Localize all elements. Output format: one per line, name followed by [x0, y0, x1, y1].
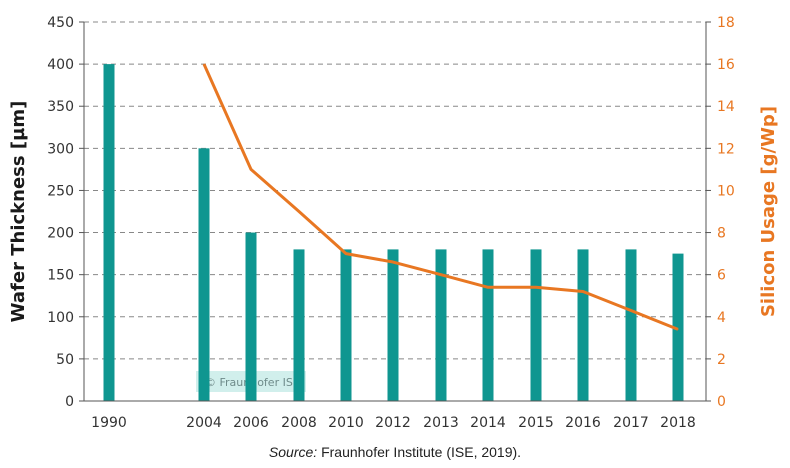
- right-tick-label: 14: [717, 99, 735, 115]
- x-tick-label: 2015: [518, 415, 554, 431]
- left-tick-label: 300: [47, 141, 74, 157]
- line-point: [298, 211, 300, 212]
- x-tick-label: 2016: [565, 415, 601, 431]
- x-tick-label: 2008: [281, 415, 317, 431]
- bar: [198, 148, 210, 401]
- bar: [530, 249, 542, 401]
- line-point: [582, 291, 584, 293]
- y2-axis-label: Silicon Usage [g/Wp]: [758, 106, 779, 317]
- bar: [625, 249, 637, 401]
- right-tick-label: 12: [717, 141, 735, 157]
- left-axis: 0 50 100 150 200 250 300 350 400 450: [47, 15, 85, 410]
- line-point: [677, 328, 679, 330]
- x-tick-label: 2006: [233, 415, 269, 431]
- x-tick-label: 2010: [328, 415, 364, 431]
- bar: [435, 249, 447, 401]
- source-caption: Source: Fraunhofer Institute (ISE, 2019)…: [0, 444, 790, 460]
- x-tick-label: 2013: [423, 415, 459, 431]
- left-tick-label: 0: [65, 394, 74, 410]
- line-point: [630, 309, 632, 311]
- bar: [103, 64, 115, 401]
- line-series: [202, 63, 679, 331]
- bar-series: [103, 64, 684, 401]
- source-text: Fraunhofer Institute (ISE, 2019).: [321, 444, 522, 460]
- right-tick-label: 2: [717, 352, 726, 368]
- left-tick-label: 350: [47, 99, 74, 115]
- bar: [387, 249, 399, 401]
- right-tick-label: 4: [717, 310, 726, 326]
- x-tick-label: 2004: [186, 415, 222, 431]
- left-tick-label: 50: [56, 352, 74, 368]
- x-tick-label: 2017: [613, 415, 649, 431]
- line-point: [535, 286, 537, 288]
- x-tick-label: 1990: [91, 415, 127, 431]
- bar: [672, 253, 684, 401]
- left-tick-label: 250: [47, 183, 74, 199]
- line-point: [440, 274, 442, 276]
- left-tick-label: 200: [47, 226, 74, 242]
- source-label: Source:: [268, 444, 318, 460]
- right-tick-label: 8: [717, 226, 726, 242]
- x-tick-label: 2012: [375, 415, 411, 431]
- left-tick-label: 100: [47, 310, 74, 326]
- right-axis: 0 2 4 6 8 10 12 14 16 18: [705, 15, 735, 410]
- right-tick-label: 18: [717, 15, 735, 31]
- left-tick-label: 150: [47, 268, 74, 284]
- chart: © Fraunhofer ISE 05010015020025030035040…: [8, 15, 779, 431]
- line-point: [345, 253, 347, 255]
- x-tick-label: 2018: [660, 415, 696, 431]
- x-tick-label: 2014: [470, 415, 506, 431]
- left-tick-label: 450: [47, 15, 74, 31]
- line-point: [392, 261, 394, 263]
- line-point: [250, 168, 252, 170]
- right-tick-label: 16: [717, 57, 735, 73]
- bar: [245, 232, 257, 401]
- left-tick-label: 400: [47, 57, 74, 73]
- line-point: [487, 286, 489, 288]
- bar: [577, 249, 589, 401]
- line-point: [203, 63, 205, 65]
- bar: [482, 249, 494, 401]
- right-tick-label: 6: [717, 268, 726, 284]
- bar: [340, 249, 352, 401]
- x-axis: 1990 2004 2006 2008 2010 2012 2013 2014 2015 2016…: [84, 400, 706, 431]
- right-tick-label: 0: [717, 394, 726, 410]
- right-tick-label: 10: [717, 183, 735, 199]
- bar: [293, 249, 305, 401]
- y-axis-label: Wafer Thickness [µm]: [8, 101, 29, 323]
